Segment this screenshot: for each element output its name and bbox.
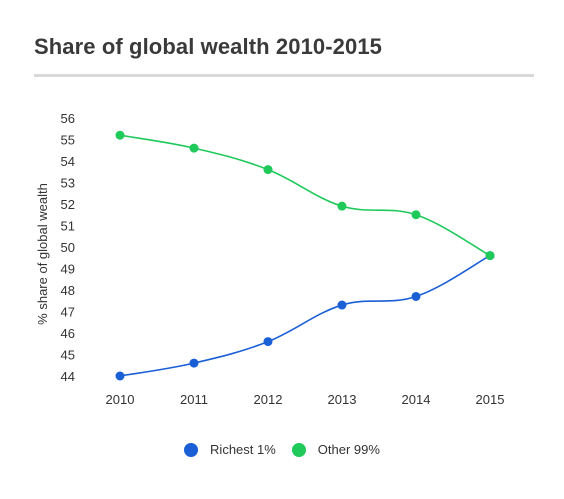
- y-tick-label: 52: [61, 197, 75, 212]
- x-tick-label: 2012: [254, 392, 283, 407]
- legend-swatch: [184, 442, 199, 457]
- legend: Richest 1% Other 99%: [0, 442, 564, 457]
- y-tick-label: 49: [61, 262, 75, 277]
- x-tick-label: 2015: [476, 392, 505, 407]
- y-tick-label: 47: [61, 305, 75, 320]
- data-point: [115, 130, 125, 140]
- y-tick-label: 55: [61, 133, 75, 148]
- legend-item: Richest 1%: [184, 442, 276, 457]
- y-tick-label: 53: [61, 176, 75, 191]
- title-divider: [34, 74, 534, 77]
- y-axis-label: % share of global wealth: [35, 183, 50, 325]
- data-point: [337, 201, 347, 211]
- y-tick-label: 46: [61, 326, 75, 341]
- x-tick-label: 2014: [402, 392, 431, 407]
- legend-label: Richest 1%: [210, 442, 276, 457]
- data-point: [263, 165, 273, 175]
- legend-label: Other 99%: [317, 442, 380, 457]
- y-tick-label: 44: [61, 369, 75, 384]
- data-point: [337, 300, 347, 310]
- y-tick-label: 54: [61, 154, 75, 169]
- y-tick-label: 48: [61, 283, 75, 298]
- chart-title: Share of global wealth 2010-2015: [34, 34, 383, 59]
- data-point: [411, 210, 421, 220]
- y-tick-label: 56: [61, 111, 75, 126]
- data-point: [115, 371, 125, 381]
- data-point: [189, 143, 199, 153]
- x-tick-label: 2013: [328, 392, 357, 407]
- series-line-richest-1: [119, 254, 491, 377]
- legend-swatch: [291, 442, 306, 457]
- legend-item: Other 99%: [291, 442, 380, 457]
- y-tick-label: 45: [61, 348, 75, 363]
- x-tick-label: 2010: [106, 392, 135, 407]
- series-line-other-99: [119, 134, 491, 257]
- data-point: [263, 337, 273, 347]
- x-tick-label: 2011: [180, 392, 208, 407]
- y-tick-label: 51: [61, 219, 75, 234]
- data-point: [189, 358, 199, 368]
- data-point: [485, 251, 495, 261]
- y-tick-label: 50: [61, 240, 75, 255]
- data-point: [411, 291, 421, 301]
